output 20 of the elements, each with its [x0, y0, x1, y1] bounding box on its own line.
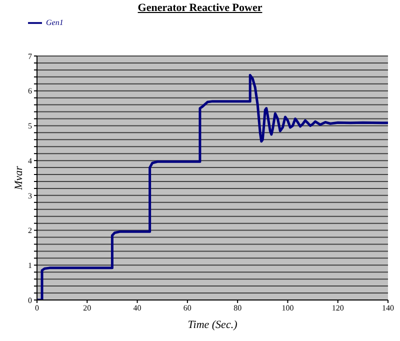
y-tick-label: 2	[28, 226, 32, 236]
x-axis-title: Time (Sec.)	[188, 319, 238, 331]
x-tick-label: 0	[35, 304, 39, 313]
x-tick-label: 20	[83, 304, 92, 313]
y-tick-label: 6	[28, 86, 32, 96]
x-tick-label: 100	[282, 304, 294, 313]
y-tick-label: 3	[28, 191, 32, 200]
y-tick-label: 1	[28, 260, 32, 270]
x-tick-label: 60	[183, 304, 192, 313]
y-tick-label: 7	[28, 52, 32, 61]
x-tick-label: 80	[234, 304, 242, 313]
y-tick-label: 4	[28, 156, 32, 166]
chart-title: Generator Reactive Power	[136, 1, 264, 14]
y-tick-label: 5	[28, 122, 32, 131]
y-tick-label: 0	[28, 296, 32, 305]
x-tick-label: 40	[133, 304, 142, 313]
y-axis-title: Mvar	[12, 165, 25, 191]
x-tick-label: 120	[332, 304, 344, 313]
legend-label: Gen1	[46, 18, 64, 27]
x-tick-label: 140	[382, 304, 394, 313]
